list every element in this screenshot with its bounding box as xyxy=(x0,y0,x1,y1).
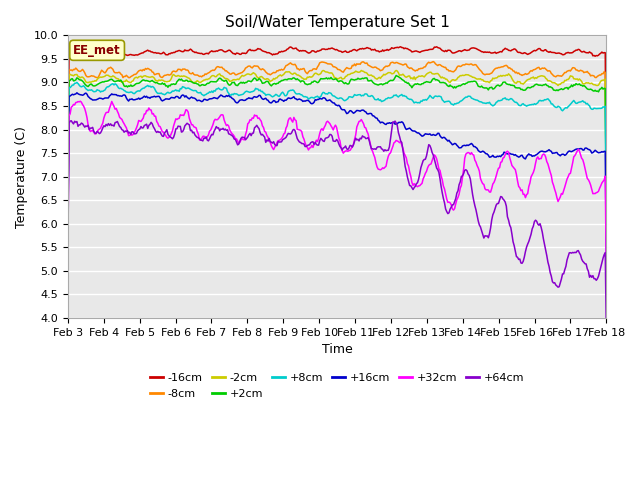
Line: +16cm: +16cm xyxy=(68,93,606,269)
+2cm xyxy=(602,224,610,229)
+8cm xyxy=(233,91,241,97)
-16cm xyxy=(365,46,373,51)
+16cm xyxy=(292,96,300,102)
-8cm xyxy=(429,59,437,64)
-8cm xyxy=(64,212,72,218)
+32cm xyxy=(64,246,72,252)
+16cm xyxy=(392,121,400,127)
+8cm xyxy=(367,94,374,99)
+2cm xyxy=(461,82,468,87)
-8cm xyxy=(391,60,399,66)
+2cm xyxy=(554,88,562,94)
+8cm xyxy=(292,91,300,96)
-16cm xyxy=(64,200,72,206)
-2cm xyxy=(232,77,239,83)
X-axis label: Time: Time xyxy=(322,343,353,356)
+8cm xyxy=(73,80,81,85)
Line: -16cm: -16cm xyxy=(68,47,606,203)
Legend: -16cm, -8cm, -2cm, +2cm, +8cm, +16cm, +32cm, +64cm: -16cm, -8cm, -2cm, +2cm, +8cm, +16cm, +3… xyxy=(145,369,529,403)
+2cm xyxy=(365,78,373,84)
-8cm xyxy=(554,72,562,78)
+8cm xyxy=(392,92,400,98)
+2cm xyxy=(392,72,400,78)
+16cm xyxy=(367,110,374,116)
-8cm xyxy=(365,63,373,69)
+32cm xyxy=(292,118,300,123)
-2cm xyxy=(461,72,468,78)
+8cm xyxy=(554,103,562,109)
-2cm xyxy=(391,69,399,74)
+2cm xyxy=(391,74,399,80)
+32cm xyxy=(233,136,241,142)
-8cm xyxy=(291,61,299,67)
+64cm xyxy=(554,284,562,290)
Line: +8cm: +8cm xyxy=(68,83,606,240)
+32cm xyxy=(602,282,610,288)
+16cm xyxy=(554,151,562,157)
-8cm xyxy=(232,72,239,78)
+64cm xyxy=(233,139,241,145)
-16cm xyxy=(554,50,562,56)
+64cm xyxy=(461,168,468,173)
+16cm xyxy=(64,230,72,236)
+8cm xyxy=(461,95,468,101)
+16cm xyxy=(461,143,468,148)
-2cm xyxy=(365,72,373,78)
-2cm xyxy=(602,217,610,223)
-16cm xyxy=(391,45,399,50)
+2cm xyxy=(232,82,239,88)
+32cm xyxy=(392,137,400,143)
+8cm xyxy=(602,237,610,243)
+64cm xyxy=(392,120,400,126)
+2cm xyxy=(64,221,72,227)
-2cm xyxy=(554,83,562,88)
-16cm xyxy=(461,47,468,52)
-2cm xyxy=(291,70,299,76)
+16cm xyxy=(233,100,241,106)
-2cm xyxy=(64,216,72,222)
+32cm xyxy=(76,98,84,104)
Line: -2cm: -2cm xyxy=(68,71,606,220)
-2cm xyxy=(392,68,400,73)
Line: +32cm: +32cm xyxy=(68,101,606,285)
-16cm xyxy=(232,51,239,57)
+32cm xyxy=(461,156,468,161)
+32cm xyxy=(367,141,374,146)
Text: EE_met: EE_met xyxy=(74,44,121,57)
-8cm xyxy=(602,214,610,219)
Line: +64cm: +64cm xyxy=(68,121,606,337)
+16cm xyxy=(73,90,81,96)
-16cm xyxy=(602,200,610,206)
+8cm xyxy=(64,224,72,230)
Title: Soil/Water Temperature Set 1: Soil/Water Temperature Set 1 xyxy=(225,15,449,30)
+64cm xyxy=(64,250,72,255)
Y-axis label: Temperature (C): Temperature (C) xyxy=(15,126,28,228)
Line: +2cm: +2cm xyxy=(68,75,606,227)
-8cm xyxy=(461,62,468,68)
+64cm xyxy=(367,142,374,148)
+64cm xyxy=(67,118,75,124)
+2cm xyxy=(291,76,299,82)
-16cm xyxy=(291,46,299,51)
+64cm xyxy=(602,334,610,340)
+32cm xyxy=(554,199,562,204)
-16cm xyxy=(433,44,440,49)
+16cm xyxy=(602,266,610,272)
Line: -8cm: -8cm xyxy=(68,61,606,216)
+64cm xyxy=(292,132,300,137)
